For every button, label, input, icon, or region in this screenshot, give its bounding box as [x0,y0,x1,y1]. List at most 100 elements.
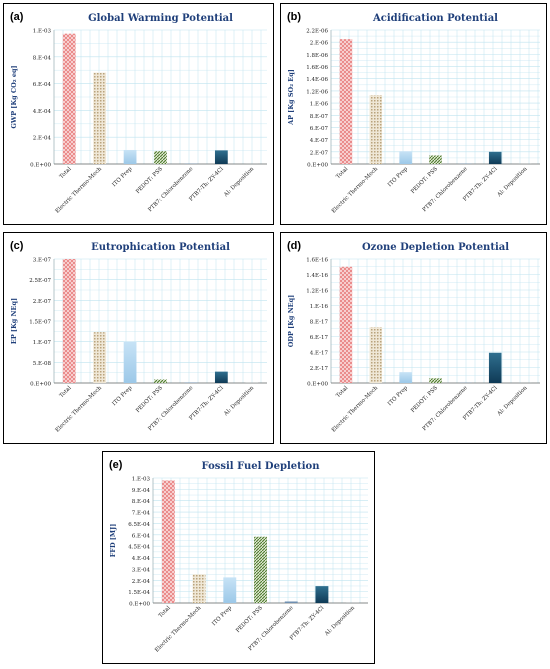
y-tick-label: 2.E-04 [33,136,52,142]
y-tick-label: 6.E-07 [310,126,329,132]
bar-ptb7th [315,586,329,603]
y-tick-label: 4.E-04 [33,109,52,115]
y-tick-label: 1.8E-06 [306,53,328,59]
y-tick-label: 1.5E-07 [29,320,51,326]
y-tick-label: 2.E-07 [310,150,329,156]
x-tick-label: PEDOT: PSS [410,385,439,414]
y-tick-label: 1.2E-16 [306,289,328,295]
y-tick-label: 1.6E-16 [306,258,328,264]
x-tick-label: ITO Prep [387,166,409,188]
chart-panel-b: (b) Acidification Potential 0.E+00 2.E-07 4.… [280,3,547,225]
grid [53,258,267,384]
y-tick-label: 0.E+00 [307,382,328,388]
y-tick-label: 2.E-04 [132,579,151,585]
panel-label: (e) [109,459,123,471]
y-tick-label: 7.E-04 [132,511,151,517]
bar-pedot [154,379,167,383]
y-tick-label: 4.E-04 [132,556,151,562]
y-tick-label: 4.E-17 [310,351,329,357]
y-tick-label: 9.E-04 [132,488,151,494]
bar-ptb7th [488,151,502,164]
chart-svg-e: (e) Fossil Fuel Depletion 0.E+00 1.5E-04 2.E… [109,459,368,654]
chart-title: Eutrophication Potential [91,242,230,253]
chart-title: Fossil Fuel Depletion [202,461,321,472]
y-tick-label: 0.E+00 [30,382,51,388]
chart-title: Acidification Potential [372,13,498,24]
bar-ito [399,151,412,164]
chart-title: Ozone Depletion Potential [362,242,509,253]
x-tick-label: PEDOT: PSS [410,166,439,195]
bar-ito [123,341,137,383]
bar-ptb7th [488,352,502,383]
x-tick-label: Total [335,385,349,399]
bar-ptb7th [214,371,228,383]
chart-panel-a: (a) Global Warming Potential 0.E+00 2.E-04 4… [3,3,274,225]
x-tick-label: Total [158,605,172,619]
x-tick-label: Al: Deposition [223,166,256,199]
y-axis-label: EP [Kg NEq] [10,298,18,344]
y-tick-label: 1.6E-06 [306,65,328,71]
bar-ptb7th [214,150,228,164]
x-tick-label: PTB7-Th: ZY-4Cl [289,605,326,642]
bar-electric [93,72,107,164]
y-tick-label: 4.E-07 [310,138,329,144]
y-axis-label: AP [Kg SO₂ Eq] [287,69,295,126]
x-tick-label: PTB7-Th: ZY-4Cl [188,166,225,203]
bar-total [339,266,353,383]
y-tick-label: 3.E-07 [33,258,52,264]
bar-total [62,33,76,165]
bar-pedot [429,378,442,383]
bar-total [339,39,353,164]
y-tick-label: 8.E-07 [310,114,329,120]
chart-svg-d: (d) Ozone Depletion Potential 0.E+00 2.E-17… [287,240,540,434]
y-tick-label: 6.E-17 [310,335,329,341]
y-tick-label: 1.E-03 [33,29,52,35]
x-tick-label: ITO Prep [111,385,133,407]
y-axis-label: FFD [MJ] [109,524,117,558]
panel-label: (c) [10,240,24,252]
y-axis-label: GWP [Kg CO₂ eq] [10,65,18,128]
panel-label: (d) [287,240,301,252]
y-tick-label: 8.E-04 [132,499,151,505]
chart-title: Global Warming Potential [88,13,233,24]
y-tick-label: 2.5E-07 [29,278,51,284]
x-tick-label: Total [59,385,73,399]
chart-svg-b: (b) Acidification Potential 0.E+00 2.E-07 4.… [287,11,540,215]
x-tick-label: PTB7-Th: ZY-4Cl [188,385,225,422]
y-tick-label: 8.E-17 [310,320,329,326]
bar-pedot [254,536,267,603]
y-tick-label: 2.E-17 [310,366,329,372]
x-tick-label: PEDOT: PSS [235,605,264,634]
bar-electric [93,332,107,383]
y-tick-label: 6.E-04 [33,82,52,88]
chart-svg-a: (a) Global Warming Potential 0.E+00 2.E-04 4… [10,11,267,215]
chart-panel-c: (c) Eutrophication Potential 0.E+00 5.E-08 1… [3,232,274,444]
x-tick-label: ITO Prep [111,166,133,188]
bar-pedot [154,151,167,164]
bar-pedot [429,155,442,164]
x-tick-label: ITO Prep [211,605,233,627]
chart-panel-d: (d) Ozone Depletion Potential 0.E+00 2.E-17… [280,232,547,444]
y-tick-label: 5.E-08 [33,361,52,367]
y-tick-label: 1.E-03 [132,477,151,483]
bar-total [62,259,76,383]
bar-electric [369,95,383,164]
y-tick-label: 2.E-07 [33,299,52,305]
y-tick-label: 6.5E-04 [128,522,150,528]
bar-ito [399,372,412,383]
y-tick-label: 1.E-07 [33,340,52,346]
bar-total [161,480,175,603]
y-tick-label: 0.E+00 [307,163,328,169]
panel-label: (a) [10,11,24,23]
grid [53,29,267,165]
grid [330,29,540,165]
x-tick-label: Al: Deposition [496,166,529,199]
x-tick-label: PEDOT: PSS [135,166,164,195]
y-tick-label: 1.E-06 [310,102,329,108]
panel-label: (b) [287,11,301,23]
y-tick-label: 6.E-04 [132,533,151,539]
bar-electric [369,327,383,383]
y-tick-label: 1.2E-06 [306,89,328,95]
x-tick-label: PEDOT: PSS [135,385,164,414]
y-tick-label: 3.E-04 [132,567,151,573]
